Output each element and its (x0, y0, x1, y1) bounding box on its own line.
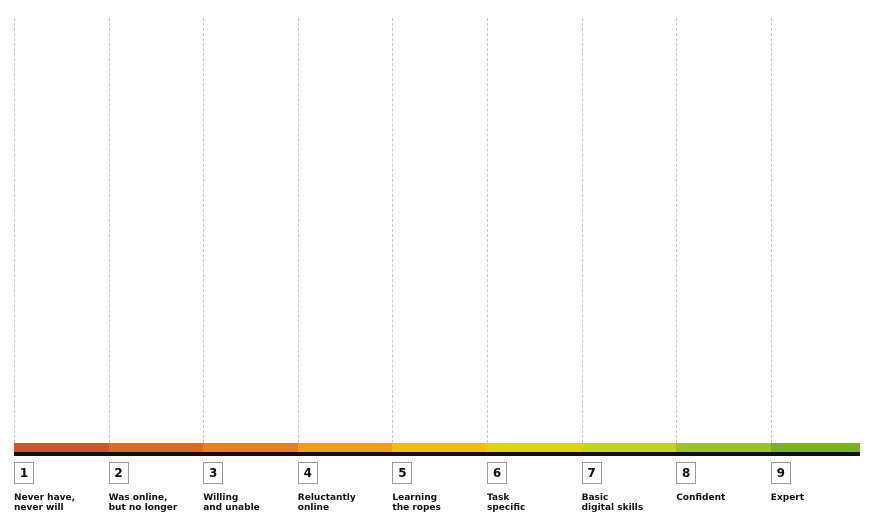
stage-label: Expert (770, 493, 805, 503)
stage-gridline (108, 18, 110, 443)
stage-gridline (770, 18, 772, 443)
stage-label: Task specific (487, 493, 526, 513)
stage-number: 5 (392, 462, 413, 484)
stage-number: 9 (770, 462, 791, 484)
stage-color-segment (676, 443, 771, 452)
stage-gridline (203, 18, 205, 443)
stage-label: Confident (676, 493, 726, 503)
stage-label: Reluctantly online (297, 493, 356, 513)
stage-gridline (14, 18, 15, 443)
stage-label: Willing and unable (203, 493, 260, 513)
stage-color-segment (487, 443, 582, 452)
stage-number: 4 (297, 462, 318, 484)
stage-color-segment (770, 443, 860, 452)
stage-color-segment (203, 443, 298, 452)
stage-gridline (487, 18, 488, 443)
stage-gridline (392, 18, 394, 443)
stage-number: 8 (676, 462, 697, 484)
stage-gridline (581, 18, 583, 443)
stage-gridline (297, 18, 299, 443)
stage-label: Never have, never will (14, 493, 76, 513)
stage-label: Learning the ropes (392, 493, 441, 513)
stage-color-segment (108, 443, 204, 452)
stage-number: 1 (14, 462, 34, 484)
stage-color-segment (392, 443, 487, 452)
stage-label: Basic digital skills (581, 493, 644, 513)
stage-number: 3 (203, 462, 224, 484)
stage-color-segment (14, 443, 109, 452)
stage-number: 7 (581, 462, 602, 484)
stage-number: 2 (108, 462, 129, 484)
stage-gridline (676, 18, 678, 443)
stage-color-segment (581, 443, 677, 452)
scale-baseline (14, 452, 860, 456)
stage-color-segment (297, 443, 393, 452)
stage-label: Was online, but no longer (108, 493, 178, 513)
stage-number: 6 (487, 462, 507, 484)
